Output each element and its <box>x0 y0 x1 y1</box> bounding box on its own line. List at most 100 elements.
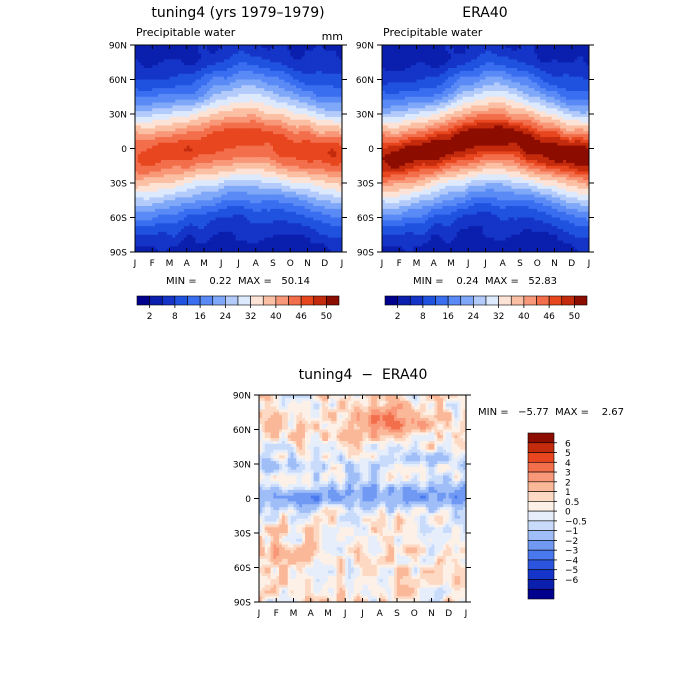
model-cell <box>204 70 208 75</box>
model-cell <box>244 62 248 66</box>
model-cell <box>261 53 265 57</box>
model-cell <box>186 249 191 253</box>
model-cell <box>258 65 262 69</box>
model-cell <box>229 99 234 103</box>
model-cell <box>319 105 323 109</box>
model-cell <box>316 214 320 218</box>
model-cell <box>264 128 268 132</box>
model-cell <box>178 165 182 170</box>
model-cell <box>155 214 159 218</box>
model-cell <box>181 151 185 155</box>
model-cell <box>218 76 222 80</box>
model-cell <box>215 96 219 101</box>
model-cell <box>267 131 271 135</box>
model-cell <box>307 180 311 184</box>
model-cell <box>232 180 237 184</box>
model-cell <box>238 125 242 129</box>
model-cell <box>316 99 320 103</box>
model-cell <box>275 191 280 195</box>
model-cell <box>204 177 208 181</box>
model-cell <box>158 157 162 161</box>
model-cell <box>212 119 216 124</box>
model-cell <box>298 183 303 187</box>
model-cell <box>140 79 145 83</box>
model-cell <box>250 180 254 184</box>
model-cell <box>247 214 251 218</box>
model-cell <box>304 206 308 210</box>
model-cell <box>293 211 297 216</box>
model-cell <box>181 122 185 126</box>
model-cell <box>158 200 162 204</box>
model-cell <box>247 174 251 178</box>
model-cell <box>163 188 168 193</box>
model-cell <box>172 197 176 201</box>
model-cell <box>201 185 205 190</box>
model-cell <box>321 76 326 80</box>
model-cell <box>204 191 208 195</box>
model-cell <box>307 137 311 141</box>
model-cell <box>321 108 326 112</box>
model-cell <box>221 79 225 83</box>
model-cell <box>135 203 139 207</box>
model-cell <box>270 183 274 187</box>
model-cell <box>201 76 205 80</box>
model-cell <box>244 45 248 49</box>
model-cell <box>316 154 320 158</box>
model-cell <box>258 185 262 190</box>
model-cell <box>135 165 139 170</box>
model-cell <box>160 211 165 216</box>
model-cell <box>155 114 159 118</box>
model-cell <box>143 157 147 161</box>
model-cell <box>212 217 216 221</box>
model-cell <box>247 128 251 132</box>
model-cell <box>293 206 297 210</box>
model-cell <box>298 79 303 83</box>
model-cell <box>244 188 248 193</box>
model-cell <box>160 154 165 158</box>
model-cell <box>319 188 323 193</box>
model-cell <box>293 139 297 144</box>
model-cell <box>270 47 274 52</box>
model-cell <box>163 47 168 52</box>
model-cell <box>316 59 320 63</box>
model-cell <box>172 145 176 149</box>
model-cell <box>152 93 156 98</box>
model-cell <box>333 82 337 86</box>
model-cell <box>135 211 139 216</box>
model-cell <box>330 99 334 103</box>
model-cell <box>258 125 262 129</box>
model-cell <box>206 93 211 98</box>
model-cell <box>313 211 317 216</box>
model-cell <box>321 174 326 178</box>
model-cell <box>169 59 173 63</box>
model-cell <box>198 134 202 138</box>
model-cell <box>146 68 150 72</box>
model-cell <box>330 96 334 101</box>
model-cell <box>195 85 199 89</box>
model-cell <box>178 185 182 190</box>
model-cell <box>181 116 185 121</box>
model-cell <box>307 206 311 210</box>
model-cell <box>155 188 159 193</box>
model-cell <box>319 154 323 158</box>
model-cell <box>178 93 182 98</box>
model-cell <box>198 234 202 239</box>
model-cell <box>238 148 242 152</box>
model-cell <box>198 162 202 167</box>
model-cell <box>212 177 216 181</box>
model-cell <box>204 134 208 138</box>
model-cell <box>330 157 334 161</box>
model-cell <box>192 249 196 253</box>
model-cell <box>163 171 168 175</box>
model-cell <box>327 206 331 210</box>
model-cell <box>244 231 248 236</box>
model-cell <box>270 76 274 80</box>
model-cell <box>140 56 145 60</box>
model-cell <box>327 128 331 132</box>
model-cell <box>229 47 234 52</box>
model-cell <box>244 226 248 230</box>
model-cell <box>241 105 245 109</box>
model-cell <box>301 180 306 184</box>
model-cell <box>209 142 214 147</box>
model-cell <box>278 139 283 144</box>
